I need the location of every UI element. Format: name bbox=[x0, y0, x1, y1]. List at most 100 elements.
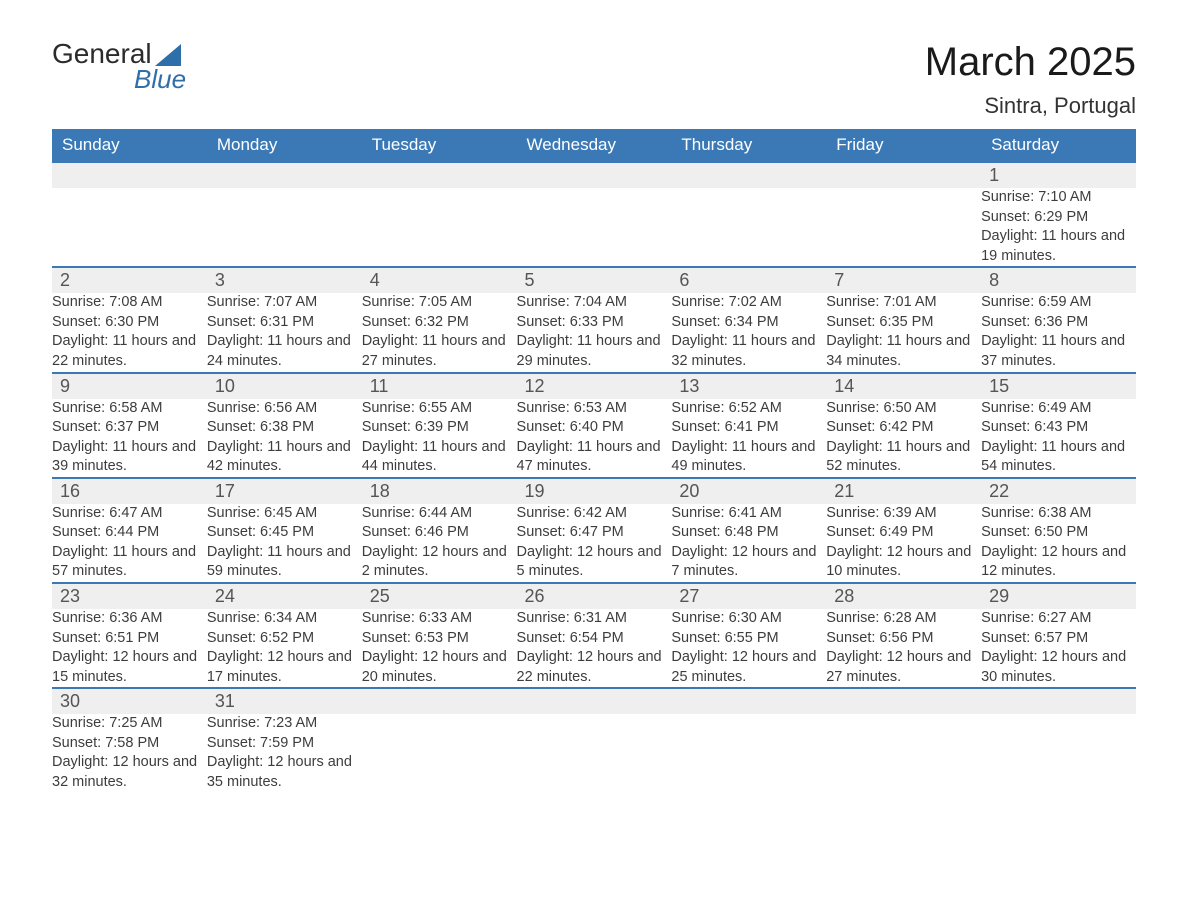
day-detail-cell: Sunrise: 7:08 AMSunset: 6:30 PMDaylight:… bbox=[52, 293, 207, 372]
day-detail-cell: Sunrise: 6:50 AMSunset: 6:42 PMDaylight:… bbox=[826, 399, 981, 478]
day-number-cell: 17 bbox=[207, 478, 362, 504]
day-number-cell bbox=[362, 688, 517, 714]
day-number-cell: 26 bbox=[517, 583, 672, 609]
day-detail-text: Sunrise: 6:49 AMSunset: 6:43 PMDaylight:… bbox=[981, 399, 1136, 477]
day-number-cell: 29 bbox=[981, 583, 1136, 609]
day-detail-cell: Sunrise: 6:47 AMSunset: 6:44 PMDaylight:… bbox=[52, 504, 207, 583]
calendar-header: SundayMondayTuesdayWednesdayThursdayFrid… bbox=[52, 129, 1136, 162]
day-number: 13 bbox=[671, 374, 826, 399]
day-detail-cell bbox=[671, 188, 826, 267]
day-number: 3 bbox=[207, 268, 362, 293]
day-detail-cell: Sunrise: 6:52 AMSunset: 6:41 PMDaylight:… bbox=[671, 399, 826, 478]
day-detail-text: Sunrise: 6:50 AMSunset: 6:42 PMDaylight:… bbox=[826, 399, 981, 477]
day-number: 17 bbox=[207, 479, 362, 504]
calendar-body: 1Sunrise: 7:10 AMSunset: 6:29 PMDaylight… bbox=[52, 162, 1136, 793]
day-number: 1 bbox=[981, 163, 1136, 188]
day-detail-text: Sunrise: 6:53 AMSunset: 6:40 PMDaylight:… bbox=[517, 399, 672, 477]
day-number-cell: 14 bbox=[826, 373, 981, 399]
week-detail-row: Sunrise: 6:36 AMSunset: 6:51 PMDaylight:… bbox=[52, 609, 1136, 688]
day-number-cell: 21 bbox=[826, 478, 981, 504]
day-number-cell: 22 bbox=[981, 478, 1136, 504]
day-detail-text: Sunrise: 6:52 AMSunset: 6:41 PMDaylight:… bbox=[671, 399, 826, 477]
day-number-cell bbox=[671, 162, 826, 188]
day-detail-cell: Sunrise: 6:34 AMSunset: 6:52 PMDaylight:… bbox=[207, 609, 362, 688]
day-number-cell: 6 bbox=[671, 267, 826, 293]
day-header: Wednesday bbox=[517, 129, 672, 162]
day-number-cell: 16 bbox=[52, 478, 207, 504]
day-detail-cell: Sunrise: 6:38 AMSunset: 6:50 PMDaylight:… bbox=[981, 504, 1136, 583]
day-number-cell bbox=[826, 162, 981, 188]
day-detail-cell bbox=[671, 714, 826, 792]
day-detail-text: Sunrise: 6:56 AMSunset: 6:38 PMDaylight:… bbox=[207, 399, 362, 477]
day-header: Thursday bbox=[671, 129, 826, 162]
day-detail-cell bbox=[826, 714, 981, 792]
day-number-cell: 30 bbox=[52, 688, 207, 714]
day-number: 8 bbox=[981, 268, 1136, 293]
day-number-cell: 3 bbox=[207, 267, 362, 293]
day-number: 21 bbox=[826, 479, 981, 504]
day-detail-text: Sunrise: 6:39 AMSunset: 6:49 PMDaylight:… bbox=[826, 504, 981, 582]
day-number-cell: 24 bbox=[207, 583, 362, 609]
day-detail-text: Sunrise: 7:25 AMSunset: 7:58 PMDaylight:… bbox=[52, 714, 207, 792]
day-detail-text: Sunrise: 7:05 AMSunset: 6:32 PMDaylight:… bbox=[362, 293, 517, 371]
day-detail-text: Sunrise: 6:31 AMSunset: 6:54 PMDaylight:… bbox=[517, 609, 672, 687]
day-detail-cell: Sunrise: 7:04 AMSunset: 6:33 PMDaylight:… bbox=[517, 293, 672, 372]
calendar-table: SundayMondayTuesdayWednesdayThursdayFrid… bbox=[52, 129, 1136, 793]
day-detail-text: Sunrise: 7:02 AMSunset: 6:34 PMDaylight:… bbox=[671, 293, 826, 371]
day-header: Friday bbox=[826, 129, 981, 162]
day-number-cell bbox=[52, 162, 207, 188]
week-daynum-row: 2345678 bbox=[52, 267, 1136, 293]
day-header: Sunday bbox=[52, 129, 207, 162]
day-number-cell: 15 bbox=[981, 373, 1136, 399]
day-number: 9 bbox=[52, 374, 207, 399]
day-detail-text: Sunrise: 6:34 AMSunset: 6:52 PMDaylight:… bbox=[207, 609, 362, 687]
day-number-cell bbox=[207, 162, 362, 188]
day-detail-cell bbox=[362, 714, 517, 792]
day-number-cell bbox=[517, 162, 672, 188]
day-detail-cell: Sunrise: 7:05 AMSunset: 6:32 PMDaylight:… bbox=[362, 293, 517, 372]
day-detail-cell: Sunrise: 6:41 AMSunset: 6:48 PMDaylight:… bbox=[671, 504, 826, 583]
day-header: Monday bbox=[207, 129, 362, 162]
brand-name-part2: Blue bbox=[134, 66, 186, 92]
day-number-cell: 23 bbox=[52, 583, 207, 609]
day-detail-text: Sunrise: 6:47 AMSunset: 6:44 PMDaylight:… bbox=[52, 504, 207, 582]
week-daynum-row: 9101112131415 bbox=[52, 373, 1136, 399]
day-number-cell: 25 bbox=[362, 583, 517, 609]
day-detail-text: Sunrise: 6:41 AMSunset: 6:48 PMDaylight:… bbox=[671, 504, 826, 582]
day-detail-text: Sunrise: 6:42 AMSunset: 6:47 PMDaylight:… bbox=[517, 504, 672, 582]
day-detail-cell bbox=[826, 188, 981, 267]
week-daynum-row: 1 bbox=[52, 162, 1136, 188]
day-detail-cell: Sunrise: 7:10 AMSunset: 6:29 PMDaylight:… bbox=[981, 188, 1136, 267]
day-number-cell: 13 bbox=[671, 373, 826, 399]
day-detail-text: Sunrise: 6:33 AMSunset: 6:53 PMDaylight:… bbox=[362, 609, 517, 687]
day-number: 27 bbox=[671, 584, 826, 609]
week-detail-row: Sunrise: 7:08 AMSunset: 6:30 PMDaylight:… bbox=[52, 293, 1136, 372]
day-detail-text: Sunrise: 6:55 AMSunset: 6:39 PMDaylight:… bbox=[362, 399, 517, 477]
day-detail-cell bbox=[517, 188, 672, 267]
day-detail-cell: Sunrise: 6:53 AMSunset: 6:40 PMDaylight:… bbox=[517, 399, 672, 478]
day-number: 18 bbox=[362, 479, 517, 504]
week-detail-row: Sunrise: 6:47 AMSunset: 6:44 PMDaylight:… bbox=[52, 504, 1136, 583]
month-title: March 2025 bbox=[925, 40, 1136, 85]
day-detail-text: Sunrise: 6:45 AMSunset: 6:45 PMDaylight:… bbox=[207, 504, 362, 582]
day-number-cell: 10 bbox=[207, 373, 362, 399]
day-detail-cell: Sunrise: 6:27 AMSunset: 6:57 PMDaylight:… bbox=[981, 609, 1136, 688]
day-number-cell bbox=[517, 688, 672, 714]
day-detail-text: Sunrise: 6:27 AMSunset: 6:57 PMDaylight:… bbox=[981, 609, 1136, 687]
day-number-cell: 5 bbox=[517, 267, 672, 293]
day-detail-cell bbox=[517, 714, 672, 792]
day-detail-cell: Sunrise: 6:33 AMSunset: 6:53 PMDaylight:… bbox=[362, 609, 517, 688]
day-number: 22 bbox=[981, 479, 1136, 504]
day-detail-cell: Sunrise: 6:30 AMSunset: 6:55 PMDaylight:… bbox=[671, 609, 826, 688]
day-detail-cell: Sunrise: 7:01 AMSunset: 6:35 PMDaylight:… bbox=[826, 293, 981, 372]
day-number: 15 bbox=[981, 374, 1136, 399]
day-detail-text: Sunrise: 6:58 AMSunset: 6:37 PMDaylight:… bbox=[52, 399, 207, 477]
day-detail-text: Sunrise: 7:08 AMSunset: 6:30 PMDaylight:… bbox=[52, 293, 207, 371]
day-number: 7 bbox=[826, 268, 981, 293]
week-daynum-row: 3031 bbox=[52, 688, 1136, 714]
day-number: 10 bbox=[207, 374, 362, 399]
day-detail-text: Sunrise: 7:04 AMSunset: 6:33 PMDaylight:… bbox=[517, 293, 672, 371]
location-subtitle: Sintra, Portugal bbox=[925, 93, 1136, 119]
day-number: 28 bbox=[826, 584, 981, 609]
day-detail-cell: Sunrise: 7:02 AMSunset: 6:34 PMDaylight:… bbox=[671, 293, 826, 372]
